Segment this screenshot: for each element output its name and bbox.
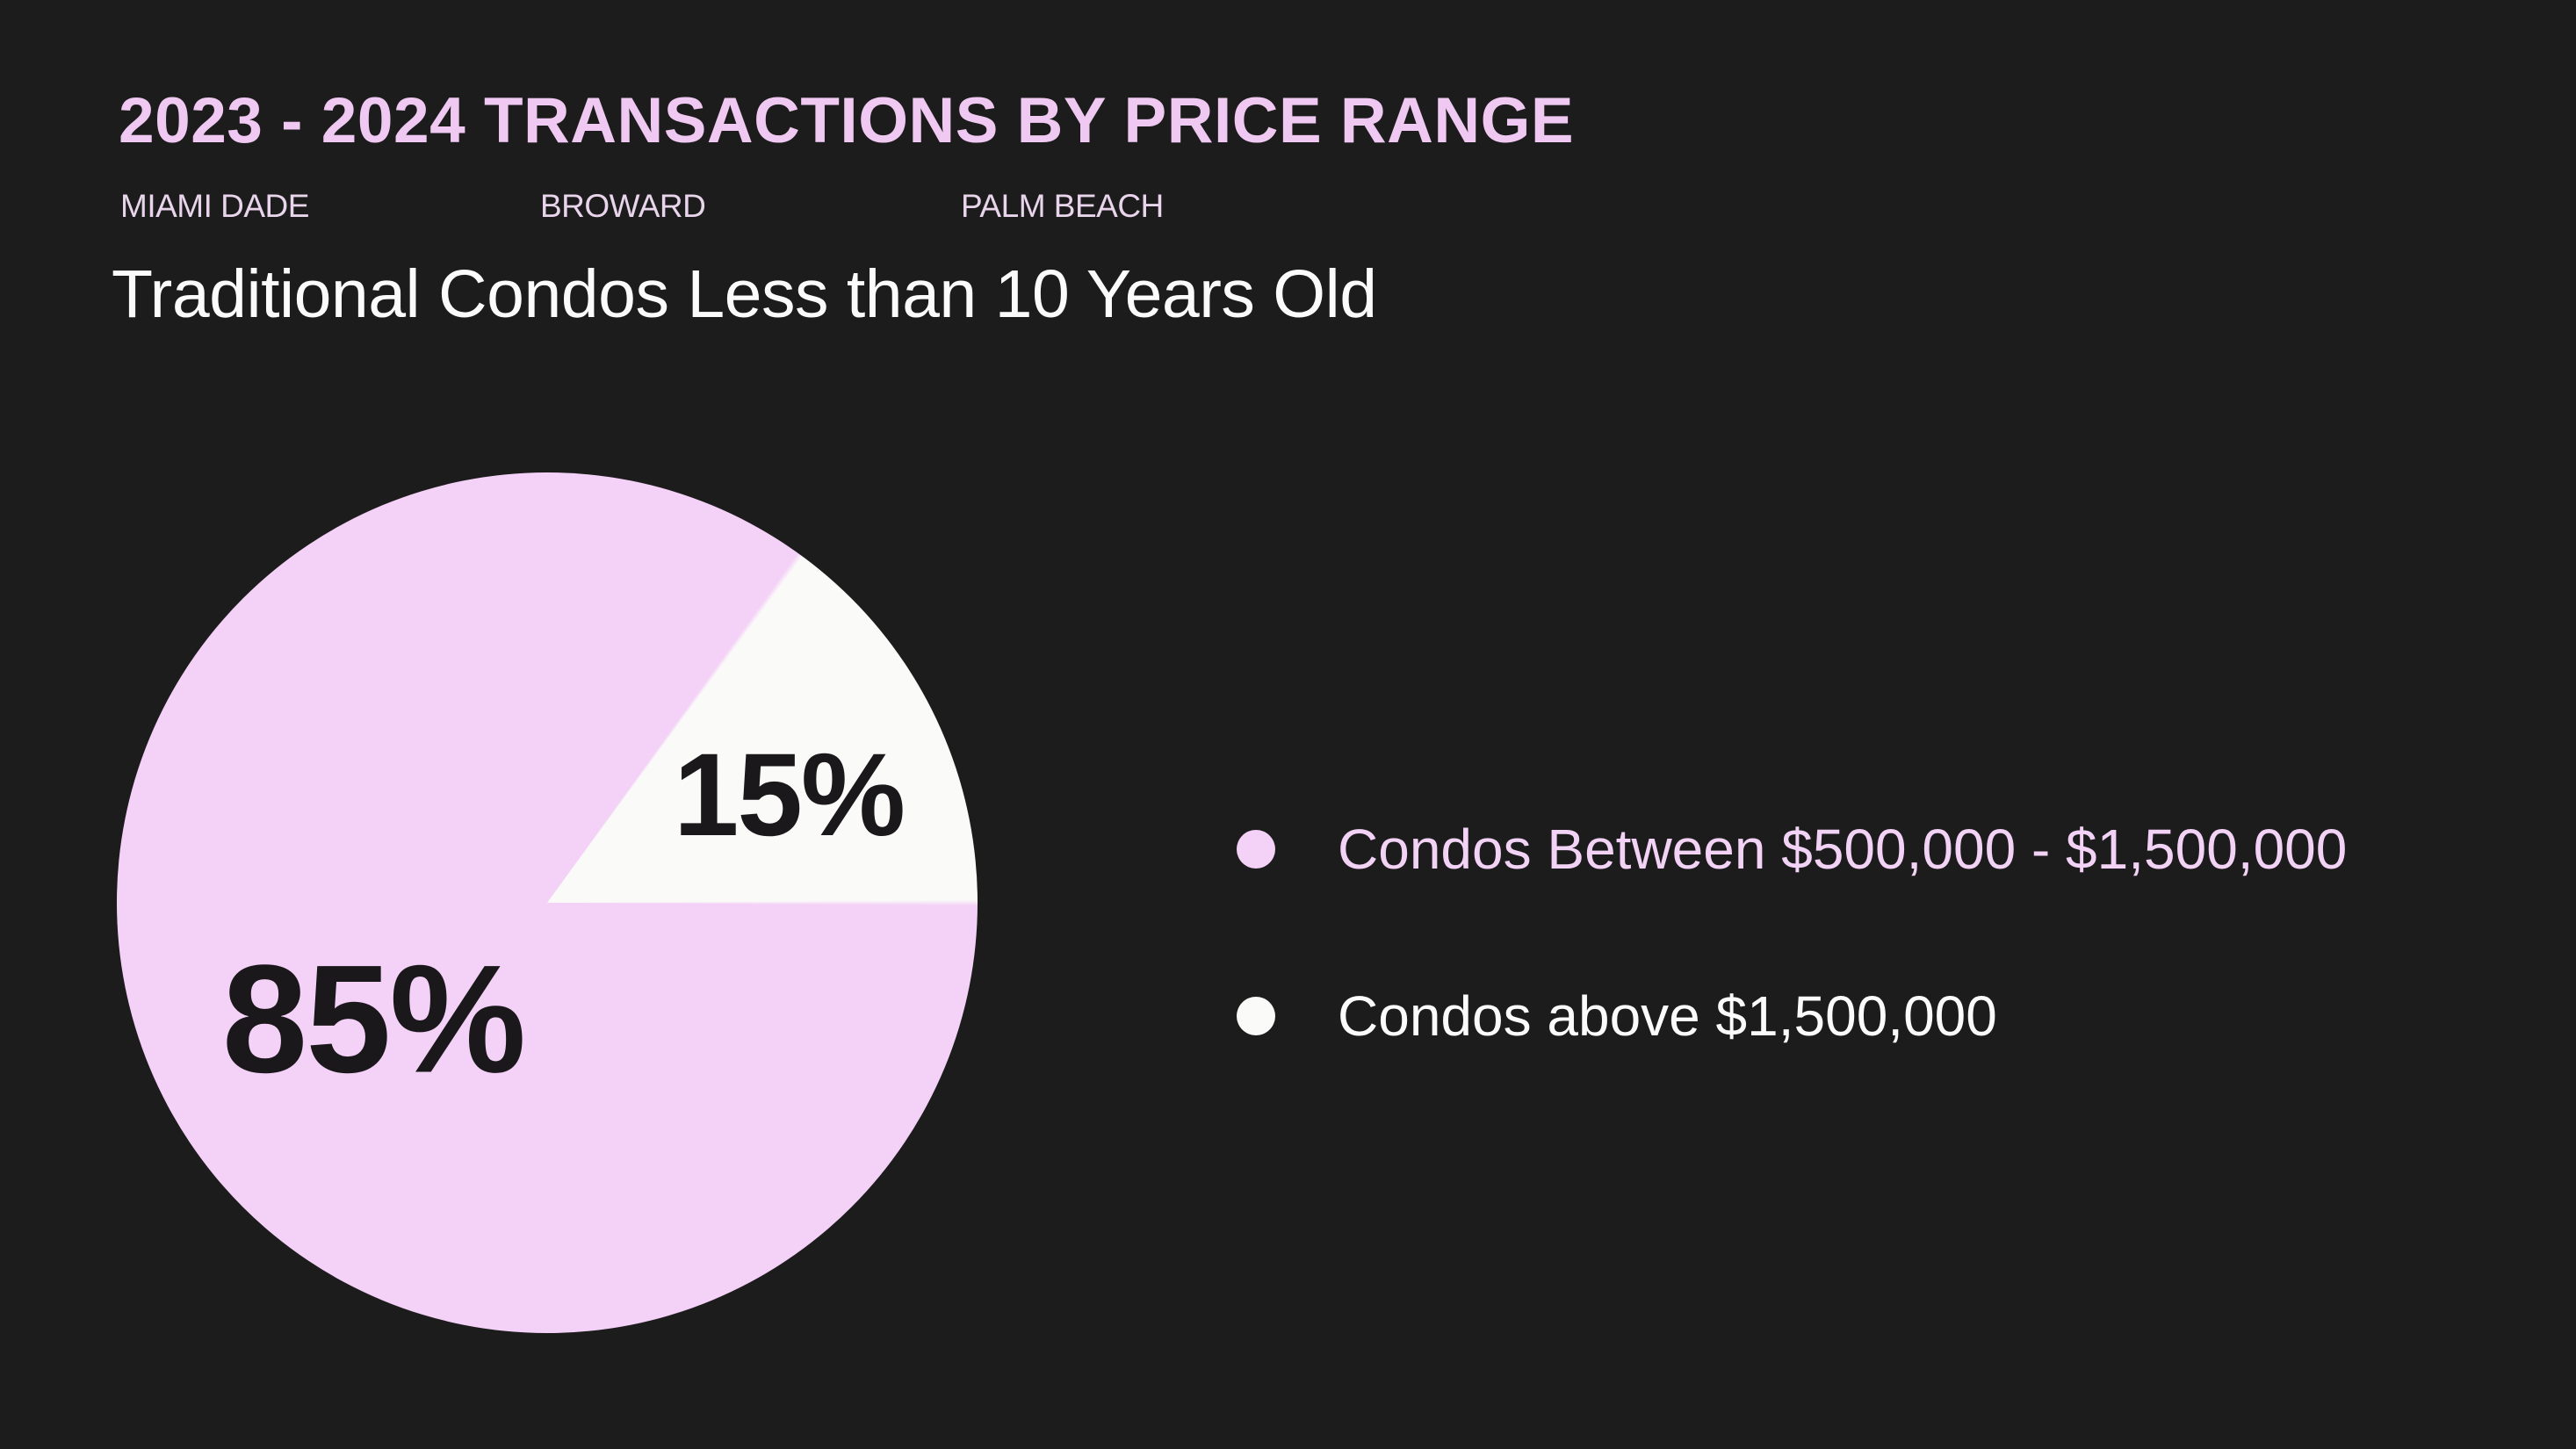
pie-chart: 85% 15%	[117, 472, 978, 1333]
county-label-palm-beach: PALM BEACH	[961, 188, 1164, 224]
legend-label-above-1500k: Condos above $1,500,000	[1338, 984, 1997, 1048]
legend-dot-white-icon	[1237, 997, 1275, 1035]
pie-slice-value-minority: 15%	[673, 730, 906, 861]
pie-slice-value-majority: 85%	[221, 934, 526, 1106]
pie-circle	[117, 472, 978, 1333]
page-title: 2023 - 2024 TRANSACTIONS BY PRICE RANGE	[119, 85, 1575, 156]
county-label-broward: BROWARD	[540, 188, 706, 224]
legend-item-above-1500k: Condos above $1,500,000	[1237, 984, 1997, 1049]
legend-dot-pink-icon	[1237, 830, 1275, 869]
chart-subtitle: Traditional Condos Less than 10 Years Ol…	[112, 256, 1377, 332]
legend-label-500k-1500k: Condos Between $500,000 - $1,500,000	[1338, 818, 2348, 881]
county-label-miami-dade: MIAMI DADE	[120, 188, 309, 224]
legend-item-500k-1500k: Condos Between $500,000 - $1,500,000	[1237, 817, 2347, 882]
